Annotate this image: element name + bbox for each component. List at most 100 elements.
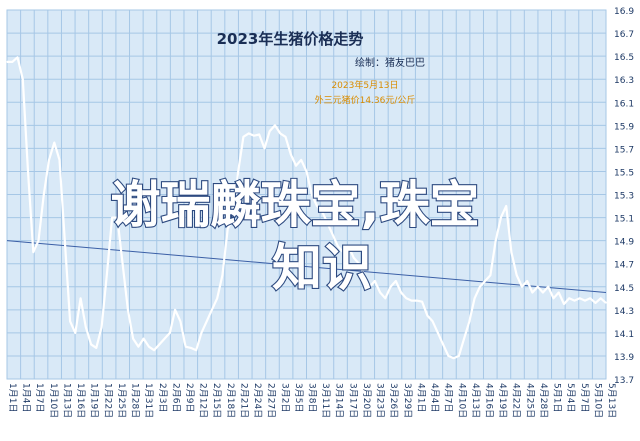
x-tick-label: 1月22日 bbox=[102, 383, 113, 418]
x-tick-label: 4月4日 bbox=[429, 383, 440, 412]
x-tick-label: 1月13日 bbox=[61, 383, 72, 418]
data-point bbox=[353, 257, 355, 259]
x-tick-label: 5月10日 bbox=[592, 383, 603, 418]
data-point bbox=[148, 346, 150, 348]
data-point bbox=[174, 309, 176, 311]
data-point bbox=[248, 132, 250, 134]
y-tick-label: 13.9 bbox=[614, 353, 634, 363]
data-point bbox=[32, 251, 34, 253]
data-point bbox=[432, 320, 434, 322]
y-tick-label: 15.7 bbox=[614, 145, 634, 155]
y-tick-label: 15.1 bbox=[614, 215, 634, 225]
data-point bbox=[158, 343, 160, 346]
x-tick-label: 5月1日 bbox=[552, 383, 563, 412]
x-tick-label: 2月3日 bbox=[157, 383, 168, 412]
data-point bbox=[579, 297, 581, 299]
data-point bbox=[447, 355, 449, 357]
x-tick-label: 1月31日 bbox=[143, 383, 154, 418]
data-point bbox=[179, 320, 181, 322]
data-point bbox=[552, 297, 555, 299]
watermark-line-2: 知识 bbox=[272, 239, 372, 297]
data-point bbox=[6, 61, 8, 63]
data-point bbox=[22, 78, 24, 80]
y-tick-label: 14.1 bbox=[614, 330, 634, 340]
y-tick-label: 16.7 bbox=[614, 30, 634, 40]
plot-border bbox=[6, 9, 607, 380]
data-point bbox=[400, 291, 402, 294]
data-point bbox=[64, 240, 66, 242]
watermark-line-1: 谢瑞麟珠宝,珠宝 bbox=[111, 176, 480, 234]
x-tick-label: 2月15日 bbox=[211, 383, 222, 418]
x-tick-label: 4月19日 bbox=[497, 383, 508, 418]
data-point bbox=[263, 147, 266, 149]
data-point bbox=[321, 211, 323, 213]
data-point bbox=[37, 240, 40, 242]
data-point bbox=[216, 297, 218, 299]
data-point bbox=[537, 286, 539, 288]
data-point bbox=[195, 349, 197, 351]
data-point bbox=[242, 136, 245, 138]
data-point bbox=[484, 280, 486, 282]
data-point bbox=[547, 286, 549, 288]
x-tick-label: 1月19日 bbox=[89, 383, 100, 418]
y-tick-label: 16.3 bbox=[614, 76, 634, 86]
data-point bbox=[489, 274, 492, 276]
data-point bbox=[295, 165, 297, 167]
x-tick-label: 2月9日 bbox=[184, 383, 195, 412]
data-point bbox=[453, 357, 455, 359]
data-point bbox=[111, 216, 113, 219]
y-tick-label: 14.3 bbox=[614, 307, 634, 317]
data-point bbox=[510, 251, 513, 253]
y-tick-label: 15.9 bbox=[614, 122, 634, 132]
data-point bbox=[100, 326, 103, 328]
data-point bbox=[69, 320, 71, 322]
x-tick-label: 1月1日 bbox=[7, 383, 18, 412]
x-tick-label: 3月23日 bbox=[375, 383, 386, 418]
data-point bbox=[589, 297, 591, 299]
data-point bbox=[374, 280, 376, 282]
data-point bbox=[185, 346, 187, 348]
data-point bbox=[474, 297, 476, 299]
data-point bbox=[410, 299, 413, 302]
data-point bbox=[121, 263, 124, 265]
data-point bbox=[258, 133, 260, 136]
data-point bbox=[106, 274, 108, 276]
x-tick-label: 3月17日 bbox=[347, 383, 358, 418]
x-tick-label: 2月6日 bbox=[170, 383, 181, 412]
data-point bbox=[190, 347, 192, 349]
data-point bbox=[290, 153, 292, 155]
data-point bbox=[516, 274, 518, 276]
x-tick-label: 4月7日 bbox=[443, 383, 454, 412]
x-tick-label: 5月4日 bbox=[565, 383, 576, 412]
data-point bbox=[27, 170, 29, 173]
y-tick-label: 14.7 bbox=[614, 261, 634, 271]
x-tick-label: 3月14日 bbox=[334, 383, 345, 418]
data-point bbox=[232, 216, 234, 219]
data-point bbox=[16, 56, 19, 58]
x-tick-label: 1月4日 bbox=[21, 383, 32, 412]
x-tick-label: 1月25日 bbox=[116, 383, 127, 418]
x-tick-label: 3月20日 bbox=[361, 383, 372, 418]
data-point bbox=[74, 332, 76, 334]
data-point bbox=[379, 291, 381, 294]
data-point bbox=[127, 309, 129, 311]
data-point bbox=[505, 205, 507, 207]
data-point bbox=[284, 136, 287, 138]
data-point bbox=[326, 222, 329, 224]
data-point bbox=[221, 274, 224, 276]
data-point bbox=[200, 332, 203, 334]
data-point bbox=[542, 291, 544, 294]
data-point bbox=[563, 303, 565, 305]
x-tick-label: 1月10日 bbox=[48, 383, 59, 418]
data-point bbox=[211, 309, 213, 311]
data-point bbox=[132, 338, 134, 340]
trend-line bbox=[6, 240, 607, 294]
data-point bbox=[468, 320, 470, 322]
chart-title: 2023年生猪价格走势 bbox=[217, 30, 364, 48]
data-point bbox=[600, 297, 602, 299]
data-point bbox=[347, 245, 350, 247]
data-point bbox=[421, 301, 423, 303]
annotation-price: 外三元猪价14.36元/公斤 bbox=[315, 94, 416, 106]
x-tick-label: 5月13日 bbox=[606, 383, 617, 418]
data-point bbox=[358, 263, 360, 265]
